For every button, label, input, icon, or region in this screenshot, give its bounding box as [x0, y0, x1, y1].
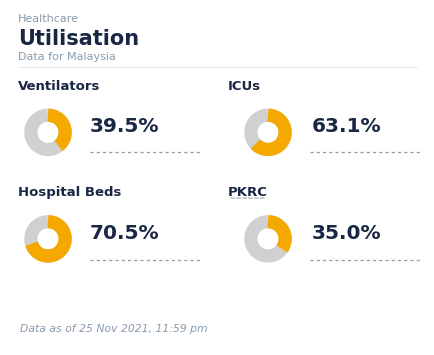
Text: Data for Malaysia: Data for Malaysia	[18, 52, 115, 62]
Text: Ventilators: Ventilators	[18, 80, 100, 93]
Text: Healthcare: Healthcare	[18, 14, 79, 24]
Text: ICUs: ICUs	[227, 80, 260, 93]
Text: 39.5%: 39.5%	[90, 117, 159, 136]
Text: 63.1%: 63.1%	[311, 117, 381, 136]
Text: 35.0%: 35.0%	[311, 224, 381, 244]
Text: Utilisation: Utilisation	[18, 29, 139, 49]
Text: PKRC: PKRC	[227, 186, 267, 199]
Text: Hospital Beds: Hospital Beds	[18, 186, 121, 199]
Text: 70.5%: 70.5%	[90, 224, 159, 244]
Text: Data as of 25 Nov 2021, 11:59 pm: Data as of 25 Nov 2021, 11:59 pm	[20, 324, 207, 334]
